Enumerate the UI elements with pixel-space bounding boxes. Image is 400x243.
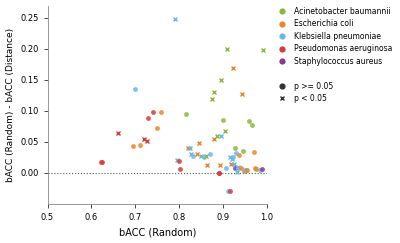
- Legend: Acinetobacter baumannii, Escherichia coli, Klebsiella pneumoniae, Pseudomonas ae: Acinetobacter baumannii, Escherichia col…: [273, 5, 394, 104]
- X-axis label: bACC (Random): bACC (Random): [118, 227, 196, 237]
- Y-axis label: bACC (Random) - bACC (Distance): bACC (Random) - bACC (Distance): [6, 28, 14, 182]
